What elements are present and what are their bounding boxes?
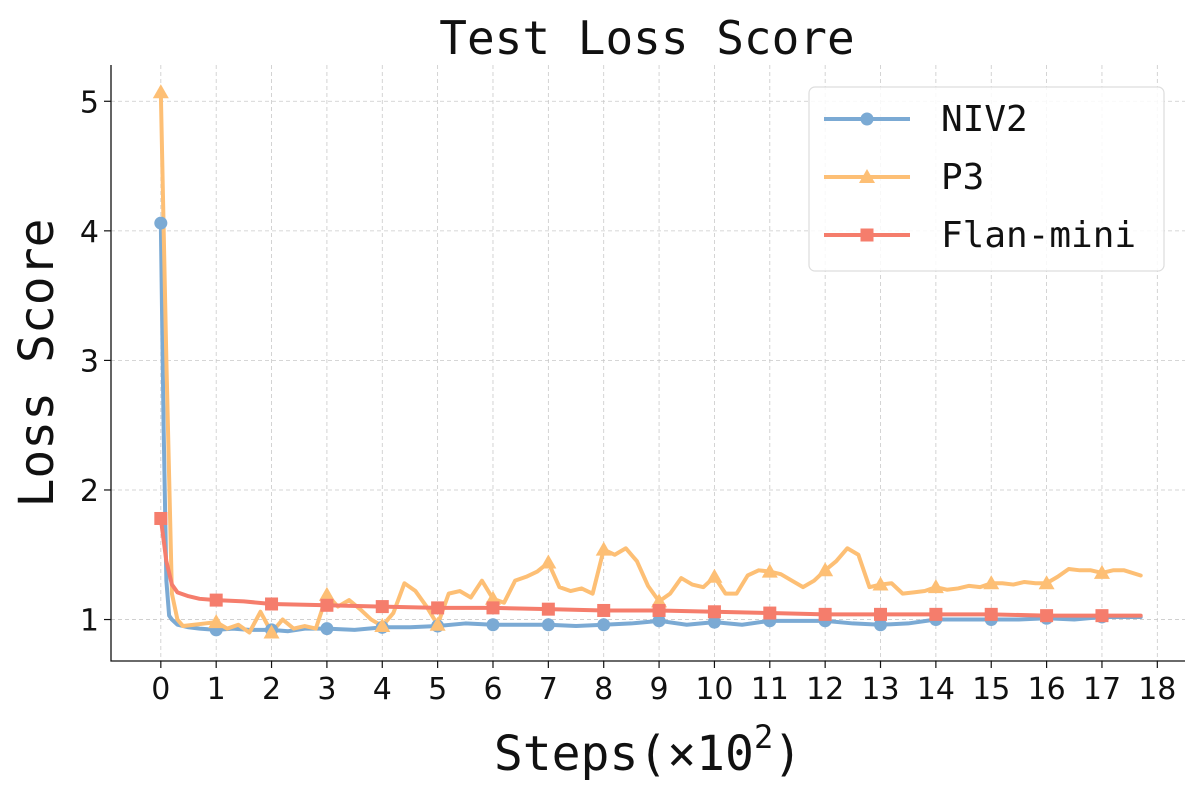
data-point-flan-mini [984, 607, 998, 621]
x-tick-label: 3 [317, 672, 336, 707]
legend-marker-flan-mini [860, 228, 874, 242]
data-point-flan-mini [209, 593, 223, 607]
y-tick-label: 5 [80, 85, 99, 120]
x-tick-label: 4 [373, 672, 392, 707]
legend-marker-p3 [859, 169, 875, 183]
x-tick-label: 0 [151, 672, 170, 707]
data-point-niv2 [707, 615, 721, 629]
x-tick-label: 5 [428, 672, 447, 707]
y-tick-label: 1 [80, 604, 99, 639]
x-tick-label: 14 [917, 672, 955, 707]
data-point-niv2 [320, 622, 334, 636]
data-point-p3 [429, 616, 446, 631]
data-point-flan-mini [929, 607, 943, 621]
data-point-flan-mini [320, 598, 334, 612]
data-point-flan-mini [486, 601, 500, 615]
legend-label-niv2: NIV2 [941, 99, 1028, 140]
legend-label-p3: P3 [941, 157, 984, 198]
x-tick-label: 2 [262, 672, 281, 707]
data-point-p3 [484, 590, 501, 605]
x-tick-label: 11 [751, 672, 789, 707]
data-point-flan-mini [818, 607, 832, 621]
legend: NIV2 P3 Flan-mini [808, 86, 1165, 272]
chart-title: Test Loss Score [439, 11, 854, 65]
series-markers [152, 84, 1110, 639]
series-line-p3 [158, 90, 1143, 635]
y-tick-labels: 1 2 3 4 5 [80, 85, 111, 639]
series-line-flan-mini [158, 516, 1143, 618]
data-point-flan-mini [541, 602, 555, 616]
x-axis-label: Steps(×102) [494, 718, 802, 782]
data-point-p3 [927, 579, 944, 594]
x-tick-label: 13 [861, 672, 899, 707]
data-point-p3 [817, 562, 834, 577]
data-point-p3 [540, 554, 557, 569]
data-point-p3 [152, 84, 169, 99]
data-point-flan-mini [652, 603, 666, 617]
data-point-p3 [1038, 575, 1055, 590]
data-point-flan-mini [154, 511, 168, 525]
legend-box [808, 86, 1165, 272]
data-point-flan-mini [707, 605, 721, 619]
data-point-p3 [595, 541, 612, 556]
x-tick-label: 10 [695, 672, 733, 707]
x-axis-label-main: Steps(×10 [494, 726, 754, 782]
y-tick-label: 4 [80, 215, 99, 250]
data-point-p3 [374, 618, 391, 633]
data-point-p3 [318, 586, 335, 601]
x-tick-label: 15 [972, 672, 1010, 707]
data-point-p3 [651, 593, 668, 608]
data-point-p3 [983, 575, 1000, 590]
data-point-flan-mini [431, 601, 445, 615]
data-point-flan-mini [1095, 609, 1109, 623]
data-point-niv2 [652, 614, 666, 628]
x-tick-label: 9 [650, 672, 669, 707]
x-tick-label: 18 [1138, 672, 1176, 707]
x-tick-label: 8 [594, 672, 613, 707]
data-point-flan-mini [874, 607, 888, 621]
data-point-niv2 [874, 618, 888, 632]
data-point-flan-mini [597, 603, 611, 617]
data-point-niv2 [154, 216, 168, 230]
x-tick-label: 17 [1083, 672, 1121, 707]
data-point-niv2 [486, 618, 500, 632]
data-point-niv2 [541, 618, 555, 632]
x-tick-label: 1 [207, 672, 226, 707]
data-point-p3 [263, 624, 280, 639]
x-tick-label: 7 [539, 672, 558, 707]
y-tick-label: 2 [80, 474, 99, 509]
x-tick-label: 12 [806, 672, 844, 707]
x-axis-label-suffix: ) [773, 726, 802, 782]
legend-label-flan-mini: Flan-mini [941, 215, 1136, 256]
series-line-niv2 [158, 221, 1143, 634]
data-point-p3 [706, 568, 723, 583]
legend-marker-niv2 [860, 112, 874, 126]
x-tick-label: 6 [483, 672, 502, 707]
x-tick-labels: 0 1 2 3 4 5 6 7 8 9 10 11 12 13 14 15 16 17 18 [151, 661, 1176, 707]
data-point-flan-mini [375, 600, 389, 614]
x-axis-label-exponent: 2 [754, 718, 773, 756]
axis-spines [110, 65, 1185, 662]
y-tick-label: 3 [80, 344, 99, 379]
data-point-p3 [208, 614, 225, 629]
data-point-p3 [1093, 564, 1110, 579]
data-point-flan-mini [1040, 609, 1054, 623]
data-point-niv2 [597, 618, 611, 632]
data-point-p3 [761, 563, 778, 578]
y-axis-label: Loss Score [9, 219, 65, 508]
data-point-flan-mini [265, 597, 279, 611]
x-tick-label: 16 [1028, 672, 1066, 707]
data-point-flan-mini [763, 606, 777, 620]
data-point-p3 [872, 576, 889, 591]
